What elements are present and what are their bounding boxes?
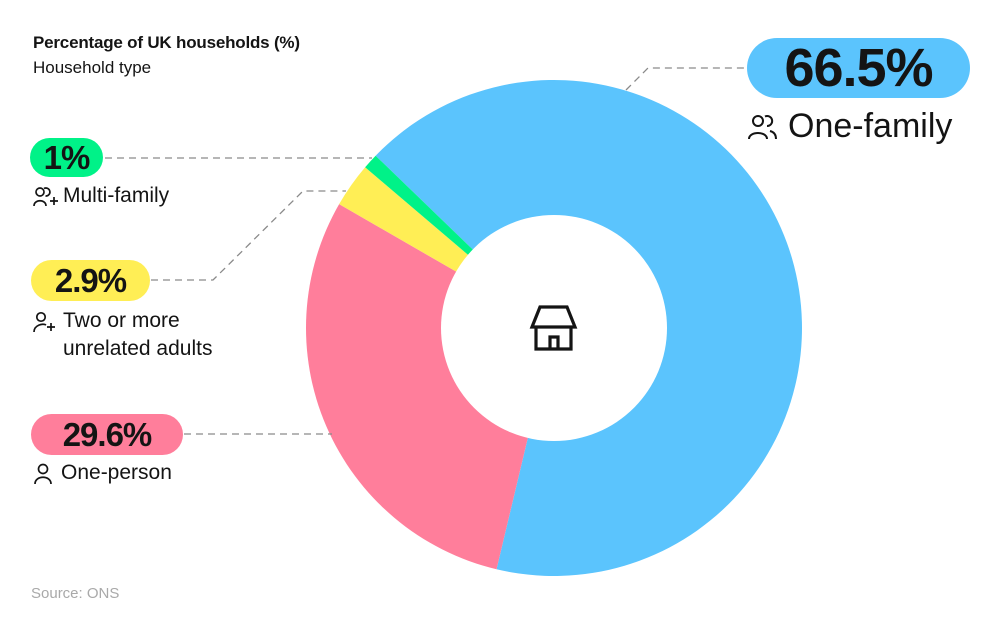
label-unrelated-line2: unrelated adults <box>63 337 213 360</box>
chart-title: Percentage of UK households (%) <box>33 33 300 52</box>
label-multi-family: Multi-family <box>63 184 170 207</box>
value-multi-family: 1% <box>43 138 91 176</box>
leader-line-one-family <box>625 67 748 91</box>
value-badge-unrelated: 2.9% <box>31 260 150 301</box>
two-people-icon <box>748 115 777 140</box>
group-add-icon <box>33 187 58 207</box>
value-badge-one-person: 29.6% <box>31 414 183 455</box>
label-unrelated-line1: Two or more <box>63 309 180 332</box>
legend-label-multi-family: Multi-family <box>33 182 169 210</box>
legend-label-one-family: One-family <box>748 106 952 146</box>
leader-line-unrelated <box>151 190 346 281</box>
house-icon <box>529 305 578 351</box>
source-note: Source: ONS <box>31 585 120 602</box>
legend-label-unrelated: Two or more unrelated adults <box>33 307 212 363</box>
label-one-family: One-family <box>788 107 953 145</box>
value-one-family: 66.5% <box>784 38 933 98</box>
value-badge-multi-family: 1% <box>30 138 103 177</box>
legend-label-one-person: One-person <box>33 459 172 487</box>
value-unrelated: 2.9% <box>54 261 127 299</box>
person-add-icon <box>33 311 55 333</box>
value-badge-one-family: 66.5% <box>747 38 970 98</box>
value-one-person: 29.6% <box>62 415 153 453</box>
label-one-person: One-person <box>61 461 172 484</box>
label-unrelated: Two or more unrelated adults <box>63 307 212 363</box>
chart-subtitle: Household type <box>33 58 152 77</box>
person-icon <box>34 463 52 485</box>
